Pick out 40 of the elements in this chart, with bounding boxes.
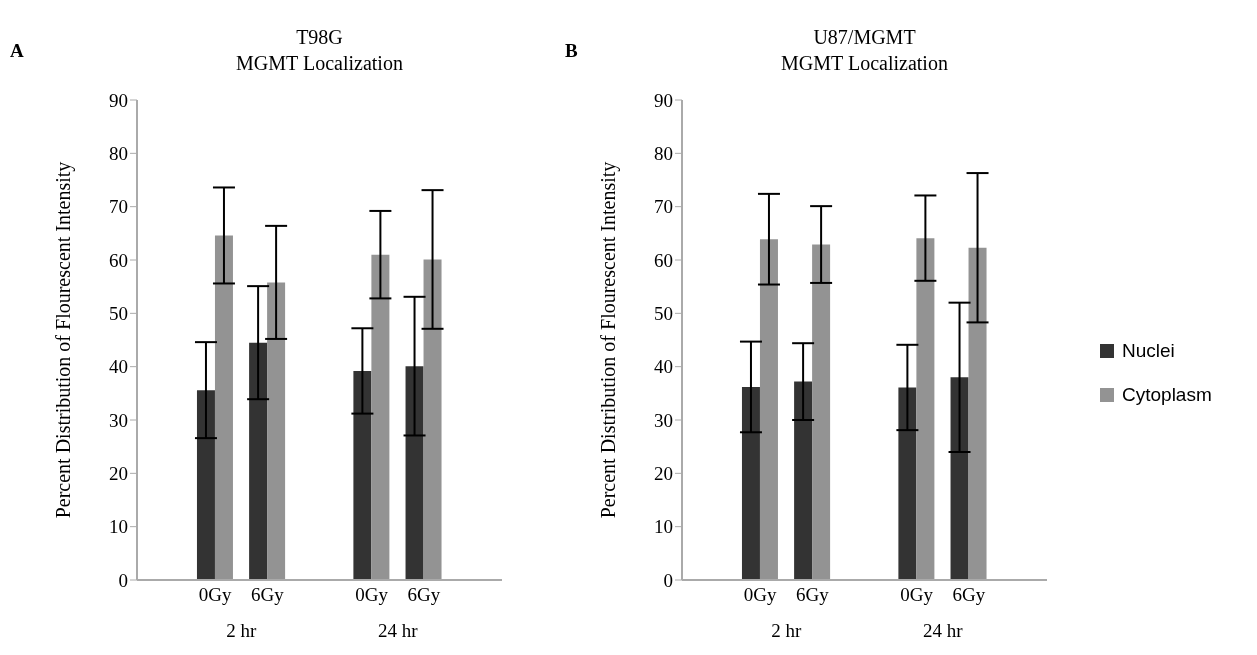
y-axis-title: Percent Distribution of Flourescent Intensity (597, 161, 621, 519)
y-tick-label: 0 (663, 569, 673, 591)
x-tick-label: 6Gy (250, 584, 285, 606)
y-tick-label: 60 (654, 249, 673, 271)
text: B (565, 40, 578, 62)
x-tick-label: 6Gy (407, 584, 441, 606)
y-tick-label: 20 (109, 463, 128, 485)
y-tick-label: 90 (654, 89, 673, 111)
text: A (10, 40, 24, 62)
y-tick-label: 50 (109, 303, 128, 325)
y-tick-label: 60 (109, 249, 128, 271)
y-tick-label: 0 (118, 569, 128, 591)
y-tick-label: 30 (109, 409, 128, 431)
text: 2 hr (225, 620, 258, 642)
x-tick-label: 6Gy (795, 584, 830, 606)
legend-label: Cytoplasm (1122, 384, 1212, 406)
x-tick-label: 6Gy (952, 584, 986, 606)
text: 24 hr (921, 620, 964, 642)
y-tick-label: 70 (109, 196, 128, 218)
y-tick-label: 10 (109, 516, 128, 538)
y-tick-label: 40 (654, 356, 673, 378)
chart-title: U87/MGMT MGMT Localization (780, 25, 949, 76)
x-tick-label: 0Gy (743, 584, 778, 606)
legend-label: Nuclei (1122, 340, 1175, 362)
x-tick-label: 0Gy (198, 584, 233, 606)
x-tick-label: 0Gy (355, 584, 389, 606)
text: 24 hr (376, 620, 419, 642)
y-tick-label: 90 (109, 89, 128, 111)
y-axis-title: Percent Distribution of Flourescent Intensity (52, 161, 76, 519)
y-tick-label: 10 (654, 516, 673, 538)
text: 2 hr (770, 620, 803, 642)
x-tick-label: 0Gy (900, 584, 934, 606)
y-tick-label: 40 (109, 356, 128, 378)
y-tick-label: 50 (654, 303, 673, 325)
chart-title: T98G MGMT Localization (236, 26, 403, 74)
y-tick-label: 80 (654, 143, 673, 165)
y-tick-label: 30 (654, 409, 673, 431)
y-tick-label: 20 (654, 463, 673, 485)
y-tick-label: 70 (654, 196, 673, 218)
y-tick-label: 80 (109, 143, 128, 165)
